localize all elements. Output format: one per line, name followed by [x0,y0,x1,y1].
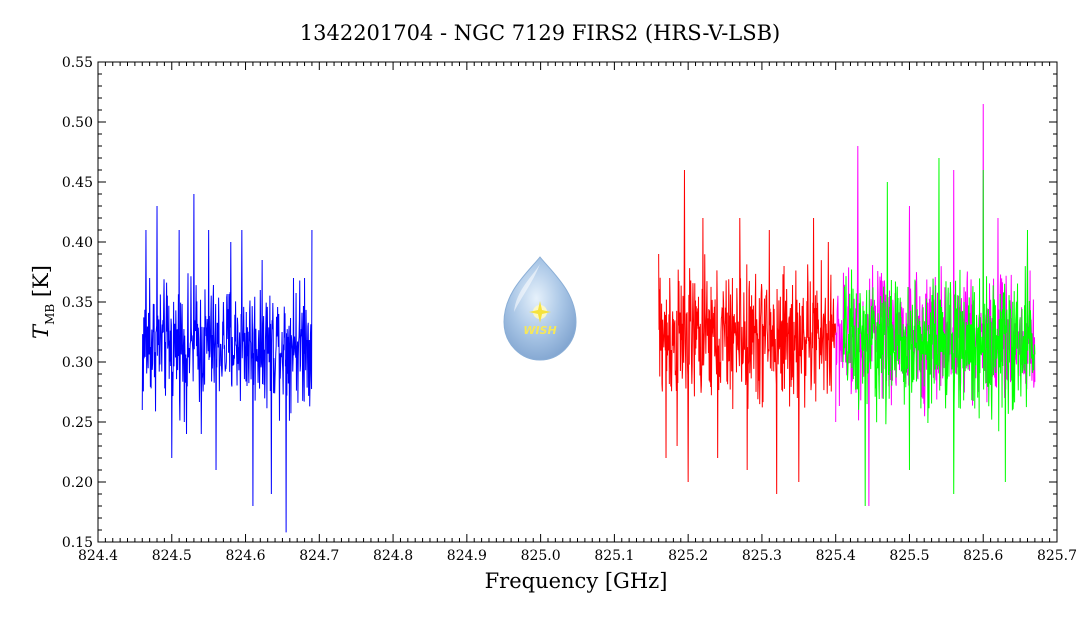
x-tick-label: 825.7 [1037,548,1077,564]
x-tick-label: 825.2 [668,548,708,564]
x-axis-title: Frequency [GHz] [485,569,668,593]
x-tick-label: 824.4 [78,548,118,564]
y-tick-label: 0.25 [62,415,93,431]
y-tick-label: 0.50 [62,115,93,131]
x-tick-label: 825.5 [889,548,929,564]
spectrum-series-3 [835,103,1036,507]
y-axis-unit: [K] [29,265,53,297]
y-axis-subscript: MB [43,304,57,325]
y-tick-label: 0.20 [62,475,93,491]
x-tick-label: 825.0 [521,548,561,564]
x-tick-label: 825.4 [816,548,856,564]
y-axis-symbol: T [29,323,53,339]
series-layer [141,103,1036,533]
x-tick-label: 824.7 [299,548,339,564]
chart-title: 1342201704 - NGC 7129 FIRS2 (HRS-V-LSB) [300,21,781,45]
spectrum-series-1 [141,193,313,533]
spectrum-series-2 [658,169,837,495]
y-tick-label: 0.40 [62,235,93,251]
x-tick-label: 824.6 [225,548,265,564]
y-axis-title: TMB [K] [29,265,57,339]
x-tick-label: 824.8 [373,548,413,564]
y-tick-label: 0.35 [62,295,93,311]
wish-logo: WISH [503,256,577,361]
y-tick-label: 0.45 [62,175,93,191]
y-tick-label: 0.15 [62,535,93,551]
logo-text: WISH [523,324,556,337]
x-tick-label: 825.1 [594,548,634,564]
x-tick-label: 825.3 [742,548,782,564]
x-tick-label: 824.9 [447,548,487,564]
spectrum-series-4 [842,157,1036,507]
y-tick-label: 0.30 [62,355,93,371]
axes-layer: 824.4 824.5 824.6 824.7 824.8 824.9 825.0 825.1… [62,55,1077,564]
x-tick-label: 825.6 [963,548,1003,564]
x-tick-label: 824.5 [152,548,192,564]
star-icon [529,301,551,323]
y-tick-label: 0.55 [62,55,93,71]
